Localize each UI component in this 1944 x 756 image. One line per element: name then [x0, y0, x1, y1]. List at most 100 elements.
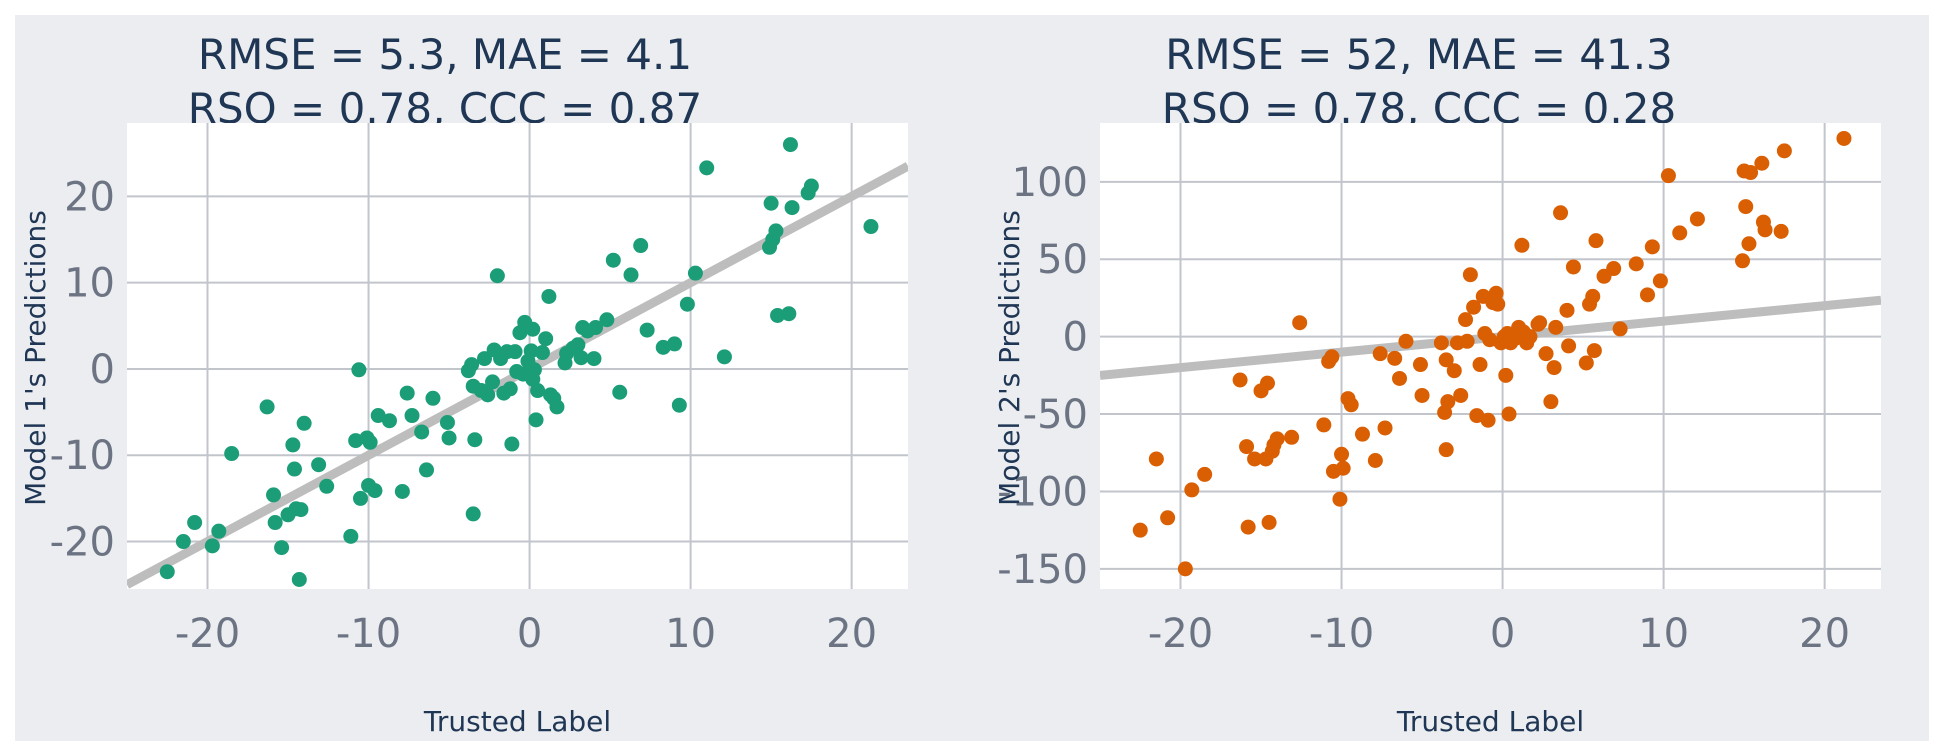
data-point [1548, 319, 1564, 335]
data-point [1332, 491, 1348, 507]
data-point [1522, 329, 1538, 345]
data-point [541, 288, 557, 304]
data-point [655, 339, 671, 355]
data-point [1372, 346, 1388, 362]
data-point [781, 306, 797, 322]
data-point [538, 331, 554, 347]
data-point [1532, 315, 1548, 331]
y-tick-label: 20 [64, 174, 115, 220]
data-point [1377, 420, 1393, 436]
data-point [267, 515, 283, 531]
data-point [1735, 253, 1751, 269]
data-point [1606, 261, 1622, 277]
data-point [343, 528, 359, 544]
x-tick-label: 20 [826, 611, 877, 657]
data-point [1689, 211, 1705, 227]
data-point [1757, 222, 1773, 238]
data-point [1184, 482, 1200, 498]
data-point [1561, 338, 1577, 354]
data-point [1343, 397, 1359, 413]
data-point [467, 432, 483, 448]
data-point [1501, 406, 1517, 422]
data-point [1836, 130, 1852, 146]
data-point [504, 436, 520, 452]
data-point [803, 178, 819, 194]
data-point [293, 502, 309, 518]
y-tick-label: -10 [50, 433, 115, 479]
data-point [1628, 256, 1644, 272]
data-point [1232, 372, 1248, 388]
data-point [570, 337, 586, 353]
data-point [425, 390, 441, 406]
data-point [605, 252, 621, 268]
data-point [351, 362, 367, 378]
x-tick-label: -10 [1309, 611, 1374, 657]
data-point [187, 515, 203, 531]
data-point [1612, 321, 1628, 337]
data-point [1261, 514, 1277, 530]
data-point [633, 238, 649, 254]
y-tick-label: -150 [997, 547, 1088, 593]
data-point [399, 385, 415, 401]
data-point [414, 424, 430, 440]
data-point [1459, 333, 1475, 349]
data-point [1412, 357, 1428, 373]
data-point [599, 312, 615, 328]
data-point [1240, 519, 1256, 535]
data-point [370, 408, 386, 424]
data-point [1446, 363, 1462, 379]
data-point [623, 267, 639, 283]
data-point [1640, 287, 1656, 303]
data-point [1546, 360, 1562, 376]
data-point [525, 321, 541, 337]
x-axis-label: Trusted Label [423, 705, 611, 738]
data-point [348, 433, 364, 449]
y-tick-label: 0 [1063, 315, 1088, 361]
data-point [381, 413, 397, 429]
data-point [274, 540, 290, 556]
data-point [352, 490, 368, 506]
data-point [763, 195, 779, 211]
data-point [1334, 446, 1350, 462]
data-point [211, 523, 227, 539]
x-tick-label: -20 [1148, 611, 1213, 657]
data-point [784, 200, 800, 216]
data-point [266, 487, 282, 503]
data-point [549, 399, 565, 415]
data-point [1387, 350, 1403, 366]
data-point [1741, 236, 1757, 252]
data-point [1438, 442, 1454, 458]
data-point [485, 374, 501, 390]
x-axis-label: Trusted Label [1396, 705, 1584, 738]
data-point [1269, 431, 1285, 447]
data-point [1392, 370, 1408, 386]
y-tick-label: 0 [90, 347, 115, 393]
data-point [1538, 346, 1554, 362]
data-point [528, 412, 544, 428]
data-point [319, 478, 335, 494]
data-point [1453, 387, 1469, 403]
data-point [502, 381, 518, 397]
x-tick-label: 10 [665, 611, 716, 657]
data-point [1316, 417, 1332, 433]
data-point [464, 357, 480, 373]
y-tick-label: -20 [50, 520, 115, 566]
data-point [419, 462, 435, 478]
data-point [1660, 168, 1676, 184]
data-point [1462, 267, 1478, 283]
data-point [782, 137, 798, 153]
data-point [465, 506, 481, 522]
data-point [1588, 233, 1604, 249]
data-point [1292, 315, 1308, 331]
data-point [699, 160, 715, 176]
data-point [1466, 299, 1482, 315]
data-point [612, 384, 628, 400]
data-point [362, 434, 378, 450]
data-point [296, 415, 312, 431]
y-tick-label: -100 [997, 469, 1088, 515]
data-point [1354, 426, 1370, 442]
data-point [1335, 460, 1351, 476]
data-point [489, 268, 505, 284]
data-point [1514, 237, 1530, 253]
